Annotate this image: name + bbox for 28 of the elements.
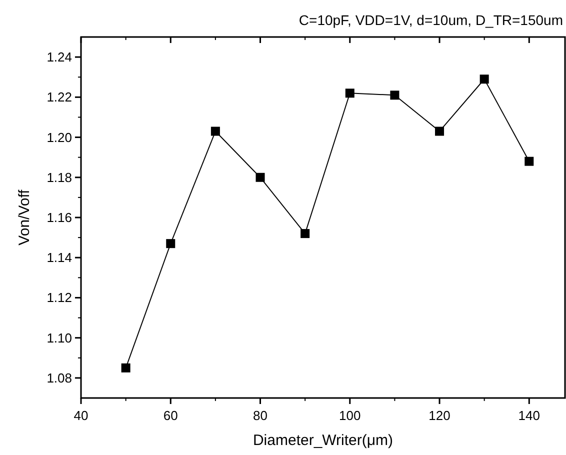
point xyxy=(345,88,354,98)
point xyxy=(390,90,400,100)
chart-title: C=10pF, VDD=1V, d=10um, D_TR=150um xyxy=(298,12,563,28)
x-tick-label: 140 xyxy=(518,408,540,423)
y-axis-title: Von/Voff xyxy=(16,188,33,246)
y-tick-label: 1.20 xyxy=(46,130,72,145)
x-tick-label: 60 xyxy=(163,408,178,423)
point xyxy=(524,156,534,166)
point xyxy=(121,363,130,372)
point xyxy=(300,229,310,238)
point xyxy=(480,74,489,84)
x-tick-label: 40 xyxy=(74,408,88,423)
y-tick-label: 1.24 xyxy=(46,50,72,65)
y-tick-label: 1.14 xyxy=(46,250,72,266)
x-tick-label: 80 xyxy=(253,408,268,423)
y-tick-label: 1.16 xyxy=(46,210,72,225)
point xyxy=(435,126,444,136)
y-tick-label: 1.08 xyxy=(46,370,72,386)
y-tick-label: 1.18 xyxy=(46,170,72,185)
x-tick-label: 120 xyxy=(428,408,450,423)
point xyxy=(166,239,176,248)
x-tick-label: 100 xyxy=(339,408,361,423)
point xyxy=(210,126,220,136)
point xyxy=(256,172,265,182)
y-tick-label: 1.22 xyxy=(46,90,72,105)
y-tick-label: 1.10 xyxy=(46,330,72,346)
y-tick-label: 1.12 xyxy=(46,290,72,306)
x-axis-title: Diameter_Writer(μm) xyxy=(252,432,394,449)
